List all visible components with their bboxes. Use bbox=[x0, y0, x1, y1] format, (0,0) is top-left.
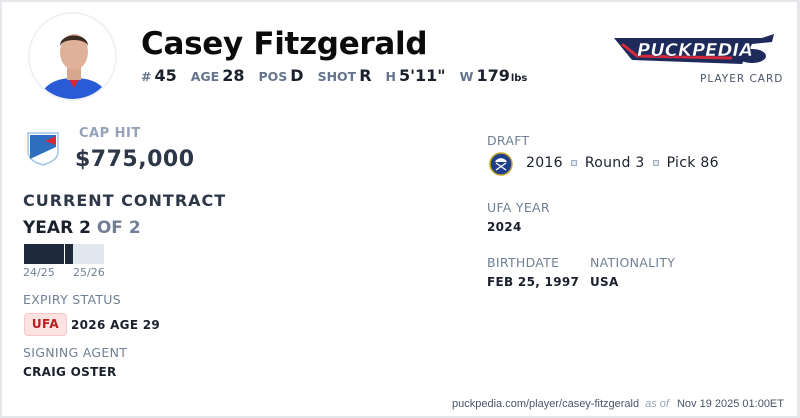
separator-icon bbox=[570, 160, 577, 166]
height-value: 5'11" bbox=[399, 66, 446, 85]
player-stats: #45 AGE 28 POS D SHOT R H 5'11" W 179 lbs bbox=[141, 66, 527, 85]
cap-hit-value: $775,000 bbox=[75, 147, 195, 172]
draft-label: DRAFT bbox=[487, 133, 530, 148]
player-avatar bbox=[28, 12, 117, 101]
player-url[interactable]: puckpedia.com/player/casey-fitzgerald bbox=[452, 398, 640, 410]
season-label: 24/25 bbox=[23, 266, 55, 279]
season-progress-fill bbox=[64, 244, 74, 264]
rangers-logo-icon bbox=[27, 132, 59, 170]
draft-pick: Pick 86 bbox=[666, 155, 719, 171]
as-of-label: as of bbox=[645, 398, 669, 410]
season-segment bbox=[64, 244, 104, 264]
ufa-badge: UFA bbox=[24, 313, 67, 336]
nationality-label: NATIONALITY bbox=[590, 255, 676, 270]
ufa-year-label: UFA YEAR bbox=[487, 200, 550, 215]
ufa-year-value: 2024 bbox=[487, 220, 522, 234]
season-segment bbox=[24, 244, 64, 264]
number-label: # bbox=[141, 69, 152, 84]
player-card-label: PLAYER CARD bbox=[700, 73, 784, 85]
signing-agent-value: CRAIG OSTER bbox=[23, 365, 117, 379]
age-value: 28 bbox=[222, 66, 245, 85]
puckpedia-logo: PUCKPEDIA bbox=[612, 30, 777, 76]
draft-round: Round 3 bbox=[584, 155, 645, 171]
separator-icon bbox=[652, 160, 659, 166]
draft-year: 2016 bbox=[526, 155, 563, 171]
weight-label: W bbox=[459, 69, 474, 84]
season-label: 25/26 bbox=[73, 266, 105, 279]
shot-value: R bbox=[359, 66, 372, 85]
pos-label: POS bbox=[258, 69, 288, 84]
svg-text:PUCKPEDIA: PUCKPEDIA bbox=[637, 40, 753, 61]
season-progress-fill bbox=[24, 244, 64, 264]
shot-label: SHOT bbox=[317, 69, 357, 84]
contract-year: YEAR 2 OF 2 bbox=[23, 218, 141, 238]
birthdate-label: BIRTHDATE bbox=[487, 255, 560, 270]
expiry-status-label: EXPIRY STATUS bbox=[23, 292, 121, 307]
height-label: H bbox=[385, 69, 396, 84]
current-contract-title: CURRENT CONTRACT bbox=[23, 191, 227, 210]
signing-agent-label: SIGNING AGENT bbox=[23, 345, 128, 360]
sabres-logo-icon bbox=[489, 152, 513, 180]
number-value: 45 bbox=[154, 66, 177, 85]
age-label: AGE bbox=[190, 69, 220, 84]
weight-value: 179 bbox=[476, 66, 510, 85]
player-name: Casey Fitzgerald bbox=[141, 26, 428, 62]
year-label: YEAR 2 bbox=[23, 218, 91, 238]
pos-value: D bbox=[290, 66, 304, 85]
expiry-detail: 2026 AGE 29 bbox=[71, 318, 161, 332]
nationality-value: USA bbox=[590, 275, 619, 289]
draft-details: 2016 Round 3 Pick 86 bbox=[526, 155, 719, 171]
contract-progress-bar bbox=[24, 244, 104, 264]
weight-unit: lbs bbox=[510, 73, 528, 84]
birthdate-value: FEB 25, 1997 bbox=[487, 275, 580, 289]
cap-hit-label: CAP HIT bbox=[79, 126, 141, 141]
footer: puckpedia.com/player/casey-fitzgerald as … bbox=[452, 398, 784, 410]
of-label: OF 2 bbox=[96, 218, 141, 238]
timestamp: Nov 19 2025 01:00ET bbox=[676, 398, 784, 410]
